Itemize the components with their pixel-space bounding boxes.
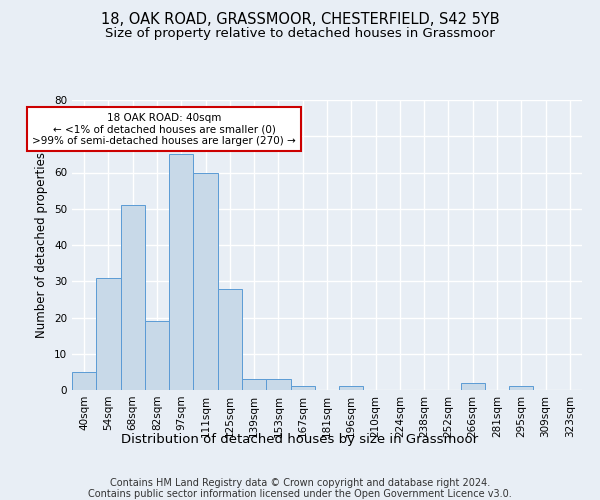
Text: 18 OAK ROAD: 40sqm
← <1% of detached houses are smaller (0)
>99% of semi-detache: 18 OAK ROAD: 40sqm ← <1% of detached hou…	[32, 112, 296, 146]
Bar	[218, 288, 242, 390]
Text: 18, OAK ROAD, GRASSMOOR, CHESTERFIELD, S42 5YB: 18, OAK ROAD, GRASSMOOR, CHESTERFIELD, S…	[101, 12, 499, 28]
Bar	[509, 386, 533, 390]
Bar	[145, 321, 169, 390]
Bar	[96, 278, 121, 390]
Text: Contains HM Land Registry data © Crown copyright and database right 2024.: Contains HM Land Registry data © Crown c…	[110, 478, 490, 488]
Text: Size of property relative to detached houses in Grassmoor: Size of property relative to detached ho…	[105, 28, 495, 40]
Bar	[290, 386, 315, 390]
Bar	[169, 154, 193, 390]
Bar	[121, 205, 145, 390]
Y-axis label: Number of detached properties: Number of detached properties	[35, 152, 49, 338]
Text: Contains public sector information licensed under the Open Government Licence v3: Contains public sector information licen…	[88, 489, 512, 499]
Bar	[193, 172, 218, 390]
Text: Distribution of detached houses by size in Grassmoor: Distribution of detached houses by size …	[121, 432, 479, 446]
Bar	[461, 383, 485, 390]
Bar	[339, 386, 364, 390]
Bar	[242, 379, 266, 390]
Bar	[266, 379, 290, 390]
Bar	[72, 372, 96, 390]
